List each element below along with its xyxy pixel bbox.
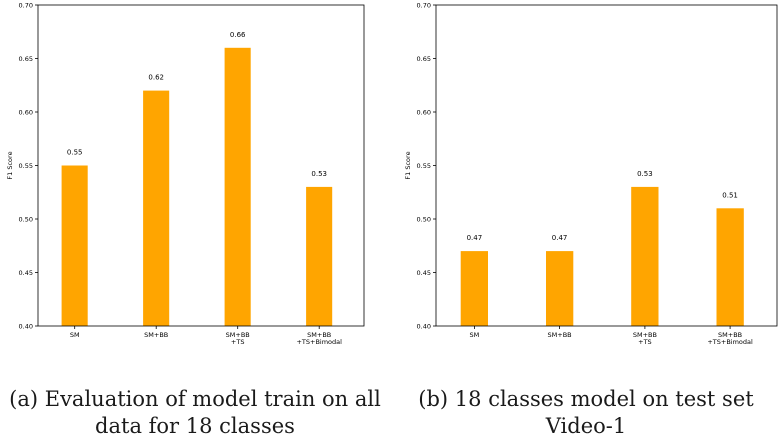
bar-chart-b: 0.47 SM 0.47 SM+BB 0.53 SM+BB +TS 0.51 SM+BB +TS+…: [404, 2, 778, 346]
x-tick-label: SM: [70, 331, 80, 339]
y-tick-label: 0.60: [19, 109, 33, 117]
y-axis-label: F1 Score: [6, 151, 14, 179]
data-label: 0.53: [311, 170, 327, 178]
caption-b: (b) 18 classes model on test set Video-1: [418, 387, 754, 438]
x-tick-label: SM+BB: [548, 331, 572, 339]
x-tick-label: SM+BB +TS: [633, 331, 657, 346]
y-tick-label: 0.50: [19, 216, 33, 224]
caption-a: (a) Evaluation of model train on all dat…: [9, 387, 381, 438]
plot-frame: [435, 4, 778, 327]
y-axis-label: F1 Score: [404, 151, 412, 179]
bar: [224, 47, 251, 327]
y-tick-label: 0.55: [417, 162, 431, 170]
y-tick-label: 0.45: [19, 269, 33, 277]
bar: [143, 90, 170, 326]
x-tick-label: SM+BB +TS: [226, 331, 250, 346]
y-tick-label: 0.55: [19, 162, 33, 170]
bar: [460, 251, 488, 326]
bar: [716, 208, 744, 326]
bar: [306, 186, 333, 326]
y-tick-label: 0.65: [19, 55, 33, 63]
data-label: 0.47: [552, 234, 568, 242]
bar: [546, 251, 574, 326]
y-tick-label: 0.70: [19, 2, 33, 10]
plot-frame: [37, 4, 365, 327]
data-label: 0.66: [230, 31, 246, 39]
y-tick-label: 0.40: [417, 323, 431, 331]
y-tick-label: 0.50: [417, 216, 431, 224]
chart-panel-a: 0.55 SM 0.62 SM+BB 0.66 SM+BB +TS 0.53 SM+BB +TS+…: [0, 0, 390, 446]
data-label: 0.51: [722, 191, 738, 199]
x-tick-label: SM+BB +TS+Bimodal: [707, 331, 753, 346]
y-tick-label: 0.70: [417, 2, 431, 10]
y-tick-label: 0.65: [417, 55, 431, 63]
x-tick-label: SM+BB +TS+Bimodal: [296, 331, 342, 346]
bar-chart-a: 0.55 SM 0.62 SM+BB 0.66 SM+BB +TS 0.53 SM+BB +TS+…: [6, 2, 365, 346]
data-label: 0.53: [637, 170, 653, 178]
chart-panel-b: 0.47 SM 0.47 SM+BB 0.53 SM+BB +TS 0.51 SM+BB +TS+…: [391, 0, 781, 446]
x-tick-label: SM: [470, 331, 480, 339]
y-tick-label: 0.60: [417, 109, 431, 117]
bar: [631, 186, 659, 326]
data-label: 0.55: [67, 149, 83, 157]
y-tick-label: 0.45: [417, 269, 431, 277]
bar: [61, 165, 88, 326]
y-tick-label: 0.40: [19, 323, 33, 331]
data-label: 0.62: [148, 74, 164, 82]
x-tick-label: SM+BB: [144, 331, 168, 339]
data-label: 0.47: [467, 234, 483, 242]
